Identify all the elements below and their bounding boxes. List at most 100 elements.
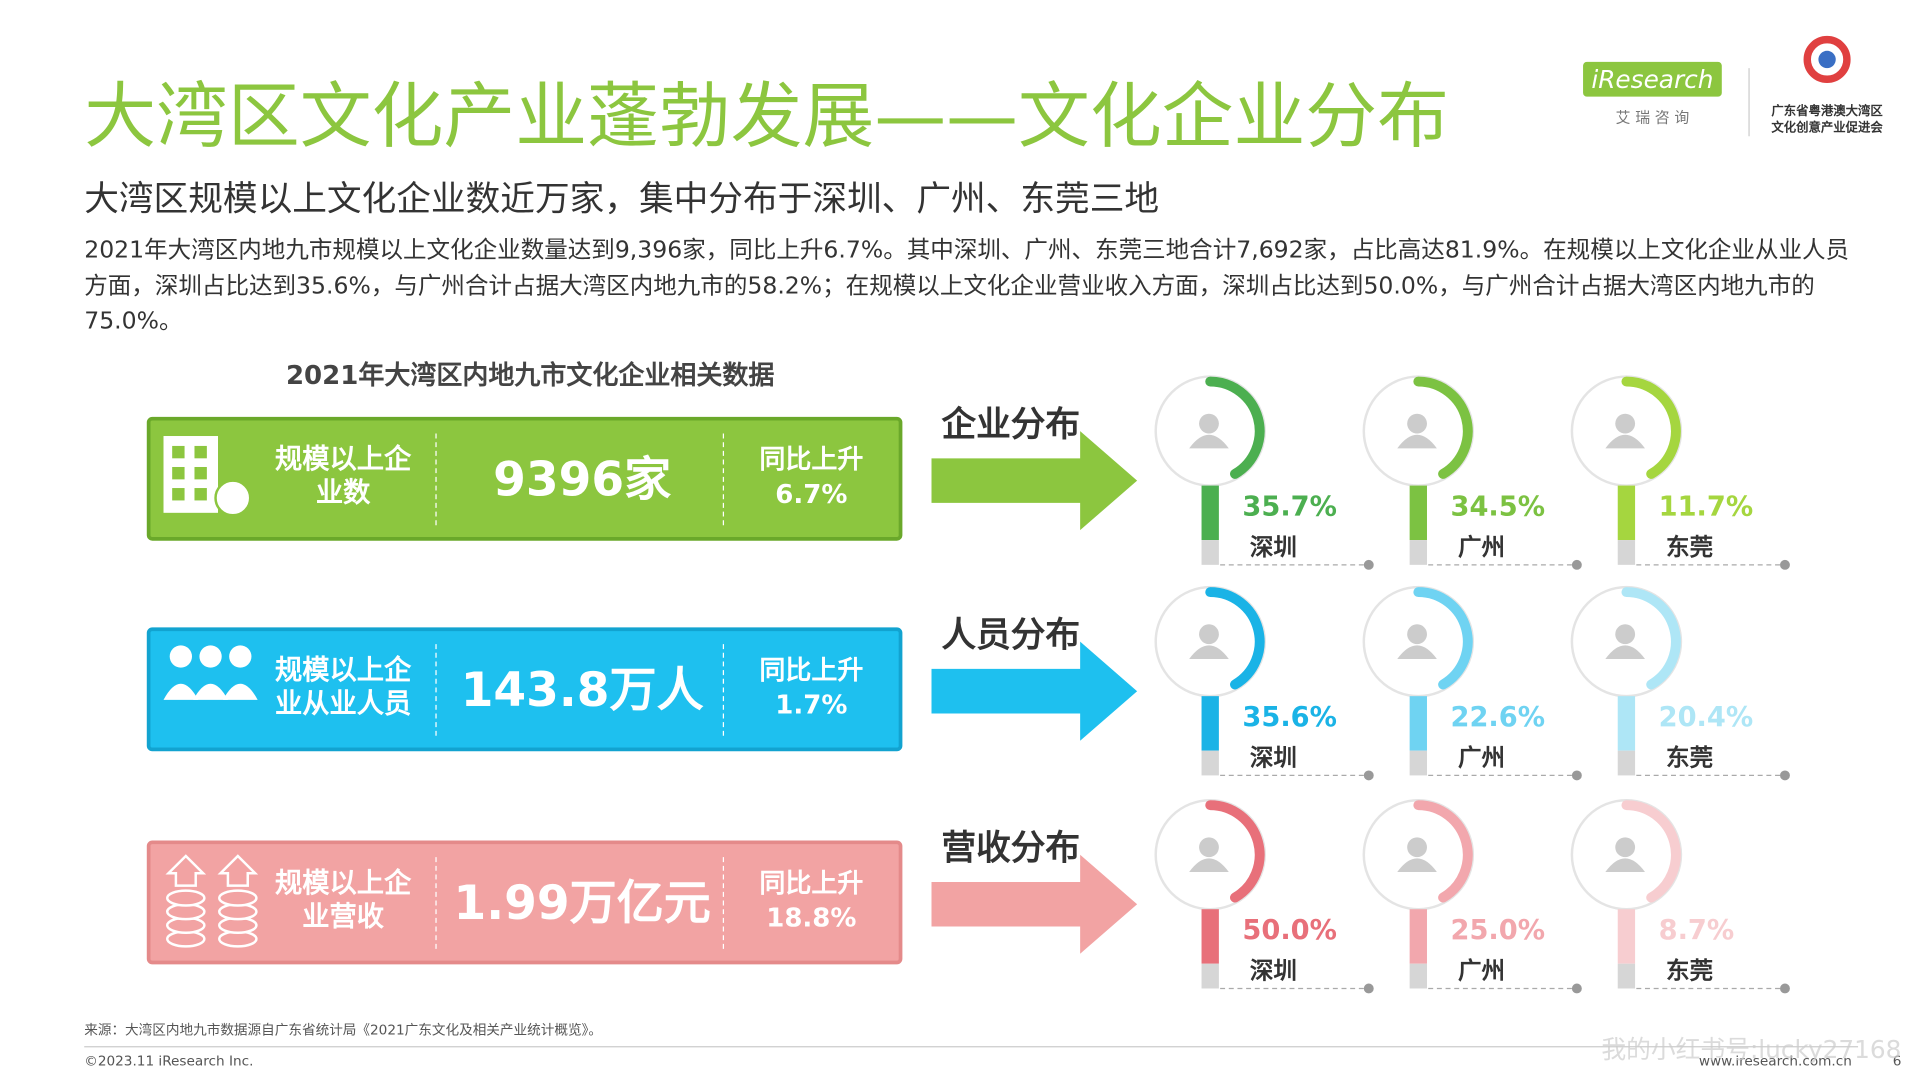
dot [1780,983,1790,994]
copyright: ©2023.11 iResearch Inc. [84,1053,253,1069]
arrow [931,431,1138,531]
logo-brand-cn: 艾 瑞 咨 询 [1616,109,1690,127]
section-title: 2021年大湾区内地九市文化企业相关数据 [286,360,774,391]
icon [199,645,222,668]
arrow [931,641,1138,741]
gauge-arc [1621,800,1681,903]
label: 规模以上企 [275,443,412,475]
share: 50.0% [1242,915,1337,946]
icon [169,645,192,668]
people-icon [1397,434,1437,449]
gauge-arc [1205,587,1265,690]
people-icon [1605,858,1645,873]
icon [163,683,199,700]
banner [146,840,903,965]
icon [222,683,258,700]
growth: 6.7% [775,480,847,510]
gauge-arc [1621,587,1681,690]
share: 35.6% [1242,702,1337,733]
growth: 18.8% [766,904,856,934]
growth-label: 同比上升 [759,656,863,686]
gauge-arc [1413,587,1473,690]
partner-name: 文化创意产业促进会 [1771,119,1883,134]
growth-label: 同比上升 [759,869,863,899]
city: 深圳 [1250,533,1297,561]
people-icon [1199,837,1219,858]
people-icon [1615,413,1636,434]
gauge-arc [1205,800,1265,903]
logo-brand: iResearch [1591,65,1713,94]
stem [1617,909,1636,964]
city: 东莞 [1666,533,1713,561]
stem [1201,485,1219,541]
banner [146,416,903,541]
share: 35.7% [1242,491,1337,522]
value: 1.99万亿元 [454,876,711,931]
stem [1409,485,1427,541]
growth: 1.7% [775,690,847,720]
stem-base [1409,963,1427,989]
stem [1409,909,1427,964]
gauge-arc [1205,376,1265,479]
city: 东莞 [1666,744,1713,772]
stem-base [1409,540,1427,565]
icon [165,889,206,907]
gauge-arc [1413,800,1473,903]
city: 广州 [1458,533,1505,561]
source: 来源：大湾区内地九市数据源自广东省统计局《2021广东文化及相关产业统计概览》。 [84,1021,602,1038]
label: 规模以上企 [275,867,412,899]
gauge-arc [1621,376,1681,479]
icon [217,854,259,887]
people-icon [1615,837,1636,858]
watermark: 我的小红书号:lucky27168 [1601,1035,1901,1064]
label: 规模以上企 [275,654,412,686]
banner [146,627,903,752]
icon [194,488,207,501]
stem-base [1201,963,1219,989]
share: 22.6% [1451,702,1546,733]
partner-logo-core [1818,50,1836,69]
people-icon [1199,624,1219,645]
people-icon [1199,413,1219,434]
stem [1617,485,1636,541]
icon [172,445,185,459]
dot [1571,559,1582,570]
people-icon [1397,858,1437,873]
value: 9396家 [493,452,671,507]
body-text: 2021年大湾区内地九市规模以上文化企业数量达到9,396家，同比上升6.7%。… [84,236,1850,335]
icon [163,436,219,513]
dot [1780,559,1790,570]
share: 8.7% [1659,915,1735,946]
partner-name: 广东省粤港澳大湾区 [1771,103,1883,118]
label: 业从业人员 [275,688,411,719]
people-icon [1189,645,1229,659]
people-icon [1189,858,1229,873]
stem [1201,909,1219,964]
people-icon [1407,837,1427,858]
share: 20.4% [1659,702,1754,733]
share: 11.7% [1659,491,1754,522]
people-icon [1615,624,1636,645]
stem [1617,696,1636,751]
icon [172,466,185,480]
dot [1571,983,1582,994]
icon [194,445,207,459]
share: 34.5% [1451,491,1546,522]
growth-label: 同比上升 [759,445,863,475]
stem-base [1617,540,1636,565]
icon [218,889,258,907]
city: 广州 [1458,957,1505,985]
dot [1571,770,1582,781]
category: 人员分布 [941,616,1080,656]
site: www.iresearch.com.cn [1699,1053,1852,1069]
dot [1363,559,1374,570]
stem-base [1201,750,1219,776]
partner-logo [1803,35,1851,83]
stem-base [1409,750,1427,776]
icon [172,488,185,501]
people-icon [1189,434,1229,449]
stem [1409,696,1427,751]
subtitle: 大湾区规模以上文化企业数近万家，集中分布于深圳、广州、东莞三地 [84,180,1159,220]
icon [165,854,207,887]
